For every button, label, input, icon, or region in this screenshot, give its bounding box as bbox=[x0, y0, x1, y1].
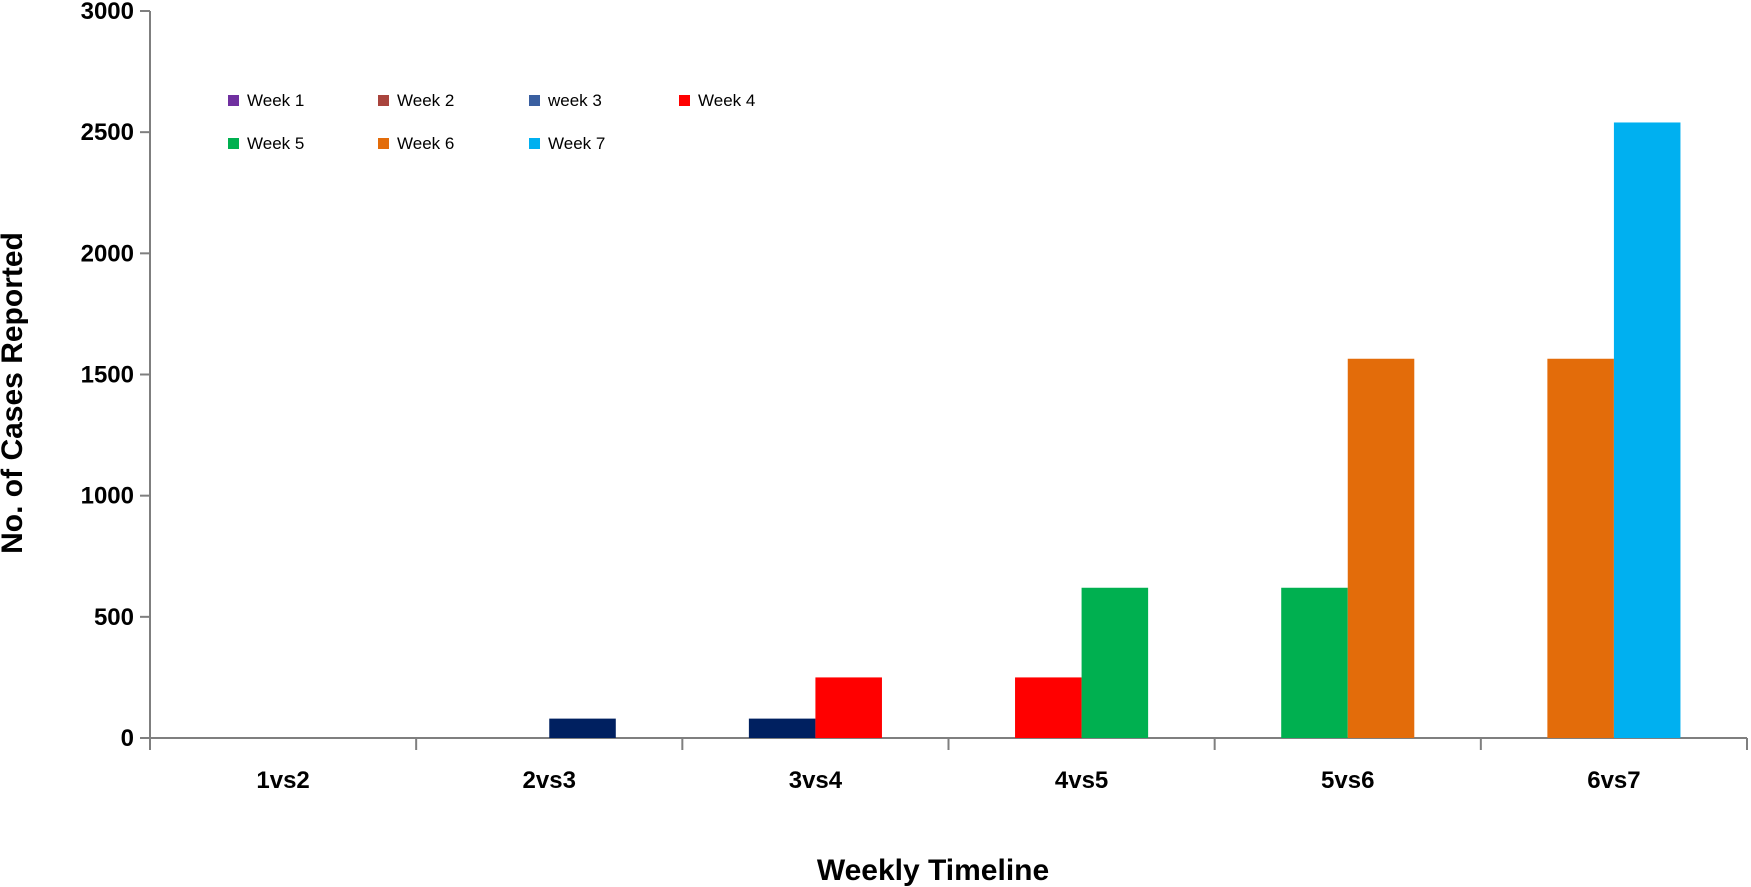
bar-week-5-4vs5 bbox=[1081, 587, 1149, 738]
legend-label: Week 6 bbox=[397, 134, 454, 153]
bar-week-3-2vs3 bbox=[549, 718, 616, 738]
x-tick-label: 5vs6 bbox=[1321, 767, 1374, 794]
x-axis: 1vs2 2vs3 3vs4 4vs5 5vs6 6vs7 bbox=[149, 737, 1748, 794]
y-tick-label: 3000 bbox=[81, 0, 134, 25]
legend-swatch bbox=[529, 95, 540, 106]
y-tick-label: 500 bbox=[94, 604, 134, 631]
legend-swatch bbox=[228, 95, 239, 106]
legend-label: Week 7 bbox=[548, 134, 605, 153]
legend-swatch bbox=[529, 138, 540, 149]
x-tick-label: 3vs4 bbox=[789, 767, 843, 794]
y-tick-label: 0 bbox=[121, 725, 134, 752]
bar-week-5-5vs6 bbox=[1281, 587, 1348, 738]
legend-label: Week 5 bbox=[247, 134, 304, 153]
y-tick-label: 1000 bbox=[81, 483, 134, 510]
y-axis-title: No. of Cases Reported bbox=[0, 232, 29, 554]
legend-swatch bbox=[228, 138, 239, 149]
bar-week-4-4vs5 bbox=[1015, 677, 1082, 738]
legend: Week 1 Week 2 week 3 Week 4 Week 5 Week 6 Week… bbox=[228, 91, 755, 153]
legend-label: Week 2 bbox=[397, 91, 454, 110]
x-tick-label: 4vs5 bbox=[1055, 767, 1108, 794]
y-axis: 0 500 1000 1500 2000 2500 3000 bbox=[81, 0, 151, 752]
bar-week-6-6vs7 bbox=[1547, 358, 1614, 738]
x-tick-label: 1vs2 bbox=[256, 767, 309, 794]
bar-week-3-3vs4 bbox=[748, 718, 816, 738]
legend-label: Week 4 bbox=[698, 91, 755, 110]
bar-week-4-3vs4 bbox=[815, 677, 882, 738]
legend-swatch bbox=[378, 138, 389, 149]
legend-label: Week 1 bbox=[247, 91, 304, 110]
bars bbox=[549, 122, 1681, 739]
x-tick-label: 2vs3 bbox=[523, 767, 576, 794]
y-tick-label: 1500 bbox=[81, 362, 134, 389]
y-tick-label: 2000 bbox=[81, 240, 134, 267]
bar-week-6-5vs6 bbox=[1347, 358, 1415, 738]
legend-swatch bbox=[679, 95, 690, 106]
legend-swatch bbox=[378, 95, 389, 106]
x-axis-title: Weekly Timeline bbox=[817, 854, 1049, 887]
legend-label: week 3 bbox=[547, 91, 602, 110]
x-tick-label: 6vs7 bbox=[1587, 767, 1640, 794]
bar-week-7-6vs7 bbox=[1613, 122, 1681, 739]
y-tick-label: 2500 bbox=[81, 119, 134, 146]
